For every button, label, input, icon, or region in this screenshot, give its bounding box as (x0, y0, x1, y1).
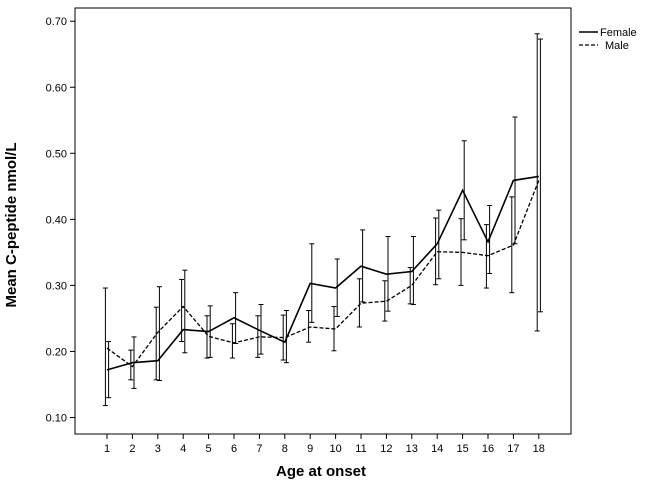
y-tick-label: 0.60 (46, 82, 67, 94)
x-tick-label: 4 (180, 443, 186, 455)
x-tick-label: 5 (206, 443, 212, 455)
legend: Female Male (579, 27, 637, 52)
plot-border (74, 7, 572, 435)
series-line-female (106, 175, 539, 371)
y-axis-title: Mean C-peptide nmol/L (3, 143, 20, 308)
x-tick-label: 7 (256, 443, 262, 455)
series-female (106, 38, 543, 399)
x-tick-label: 13 (406, 443, 418, 455)
x-tick-label: 9 (307, 443, 313, 455)
y-tick-label: 0.30 (46, 280, 67, 292)
x-tick-label: 2 (129, 443, 135, 455)
x-tick-label: 6 (231, 443, 237, 455)
legend-label-male: Male (605, 40, 629, 52)
legend-label-female: Female (600, 27, 637, 39)
x-tick-label: 3 (155, 443, 161, 455)
x-tick-label: 18 (533, 443, 545, 455)
series-male (102, 33, 540, 407)
y-tick-label: 0.70 (46, 16, 67, 28)
x-tick-label: 17 (507, 443, 519, 455)
series-line-male (106, 180, 540, 368)
x-axis-title: Age at onset (276, 463, 366, 480)
y-tick-label: 0.10 (46, 412, 67, 424)
x-tick-label: 8 (282, 443, 288, 455)
y-axis: 0.10 0.20 0.30 0.40 0.50 0.60 0.70 (46, 16, 75, 424)
plot-frame (74, 7, 572, 435)
x-axis: 1 2 3 4 5 6 7 8 9 10 11 12 13 14 15 16 17 18 (104, 434, 545, 455)
y-tick-label: 0.50 (46, 148, 67, 160)
x-tick-label: 16 (482, 443, 494, 455)
x-tick-label: 15 (456, 443, 468, 455)
y-tick-label: 0.40 (46, 214, 67, 226)
series-layer (102, 33, 543, 407)
y-tick-label: 0.20 (46, 346, 67, 358)
x-tick-label: 1 (104, 443, 110, 455)
x-tick-label: 11 (355, 443, 366, 455)
x-tick-label: 14 (431, 443, 443, 455)
x-tick-label: 12 (380, 443, 392, 455)
x-tick-label: 10 (329, 443, 341, 455)
